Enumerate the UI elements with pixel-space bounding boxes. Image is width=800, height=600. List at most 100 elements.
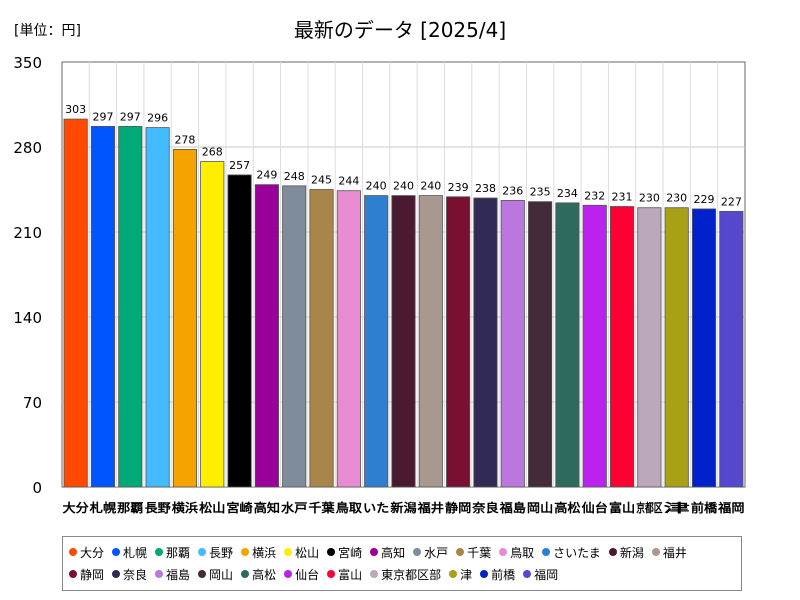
x-tick-label: 宮崎 bbox=[226, 500, 252, 515]
x-tick-label: 福井 bbox=[417, 500, 444, 515]
legend-marker bbox=[456, 548, 465, 556]
legend-label: 宮崎 bbox=[338, 545, 363, 560]
bar bbox=[200, 161, 225, 488]
legend-marker bbox=[499, 548, 508, 556]
legend-marker bbox=[69, 548, 77, 556]
legend-label: 松山 bbox=[295, 545, 320, 560]
legend-marker bbox=[198, 570, 207, 578]
legend-item: 東京都区部 bbox=[370, 563, 441, 585]
bar bbox=[691, 208, 717, 488]
data-label: 249 bbox=[256, 169, 277, 182]
data-label: 244 bbox=[338, 175, 359, 188]
legend-label: 福岡 bbox=[534, 567, 559, 582]
data-label: 229 bbox=[694, 193, 715, 206]
legend-item: 横浜 bbox=[241, 541, 276, 563]
data-label: 236 bbox=[502, 184, 523, 197]
legend-marker bbox=[155, 570, 164, 578]
legend-label: 福井 bbox=[662, 545, 687, 560]
legend-marker bbox=[327, 548, 336, 556]
legend-label: 高松 bbox=[252, 567, 277, 582]
legend-label: 高知 bbox=[381, 545, 406, 560]
legend-item: 高知 bbox=[370, 541, 405, 563]
y-tick-label: 350 bbox=[13, 54, 42, 72]
legend-label: 水戸 bbox=[424, 545, 449, 560]
bar bbox=[309, 189, 334, 488]
data-label: 238 bbox=[475, 182, 496, 195]
legend-item: 新潟 bbox=[608, 541, 644, 563]
legend-item: 高松 bbox=[241, 563, 276, 585]
legend-marker bbox=[523, 570, 532, 578]
bar bbox=[637, 207, 662, 488]
legend-label: 鳥取 bbox=[510, 545, 535, 560]
legend-item: さいたま bbox=[542, 541, 601, 563]
data-label: 239 bbox=[448, 181, 469, 194]
x-tick-label: 津 bbox=[664, 500, 690, 515]
legend-label: 札幌 bbox=[123, 545, 148, 560]
legend-marker bbox=[241, 570, 250, 578]
legend-label: 東京都区部 bbox=[381, 567, 442, 582]
legend-label: 富山 bbox=[338, 567, 363, 582]
data-label: 240 bbox=[366, 180, 387, 193]
bar bbox=[63, 118, 88, 488]
y-tick-label: 70 bbox=[23, 394, 42, 412]
legend-label: 長野 bbox=[209, 545, 234, 560]
legend-label: 岡山 bbox=[209, 567, 234, 582]
x-tick-label: 長野 bbox=[144, 500, 170, 515]
legend-marker bbox=[542, 548, 551, 556]
bar bbox=[446, 196, 471, 488]
legend-item: 静岡 bbox=[69, 563, 104, 585]
data-label: 257 bbox=[229, 159, 250, 172]
legend-label: 奈良 bbox=[123, 567, 148, 582]
legend-label: 津 bbox=[460, 567, 473, 582]
data-label: 235 bbox=[530, 186, 551, 199]
bar bbox=[282, 185, 307, 488]
legend-marker bbox=[155, 548, 164, 556]
bar bbox=[145, 127, 170, 488]
legend-item: 大分 bbox=[69, 541, 104, 563]
legend-marker bbox=[370, 570, 379, 578]
legend-item: 前橋 bbox=[480, 563, 515, 585]
legend-marker bbox=[327, 570, 336, 578]
x-tick-label: 横浜 bbox=[172, 500, 198, 515]
data-label: 232 bbox=[584, 189, 605, 202]
legend-marker bbox=[370, 548, 379, 556]
data-label: 240 bbox=[393, 180, 414, 193]
data-label: 240 bbox=[420, 180, 441, 193]
legend-marker bbox=[112, 548, 121, 556]
legend-item: 宮崎 bbox=[327, 541, 362, 563]
bar bbox=[172, 149, 197, 488]
legend-item: 水戸 bbox=[413, 541, 448, 563]
legend-item: 福島 bbox=[155, 563, 190, 585]
y-tick-label: 140 bbox=[13, 309, 42, 327]
x-tick-label: 鳥取 bbox=[336, 500, 362, 515]
x-tick-label: 静岡 bbox=[445, 500, 471, 515]
legend-label: 静岡 bbox=[80, 567, 105, 582]
legend-marker bbox=[112, 570, 121, 578]
bar bbox=[473, 197, 498, 488]
legend-item: 松山 bbox=[284, 541, 319, 563]
unit-label: [単位：円] bbox=[14, 23, 81, 39]
legend-item: 富山 bbox=[327, 563, 362, 585]
x-tick-label: 福島 bbox=[499, 500, 526, 515]
legend-marker bbox=[413, 548, 422, 556]
legend-label: 仙台 bbox=[295, 567, 320, 582]
x-tick-label: いた bbox=[363, 501, 389, 515]
x-tick-label: 高知 bbox=[254, 500, 280, 515]
x-tick-label: 京都区 bbox=[636, 500, 662, 515]
legend-marker bbox=[284, 548, 293, 556]
legend-item: 長野 bbox=[198, 541, 233, 563]
data-label: 234 bbox=[557, 187, 578, 200]
bar-chart: 0 70 140 210 280 350 303 大分 297 札幌 297 那覇 296 長野 278 横浜… bbox=[13, 54, 746, 515]
y-tick-label: 0 bbox=[32, 479, 42, 497]
data-label: 231 bbox=[612, 191, 633, 204]
x-tick-label: 那覇 bbox=[117, 501, 143, 515]
legend-label: 福島 bbox=[166, 567, 191, 582]
legend-marker bbox=[651, 548, 660, 556]
legend-marker bbox=[69, 570, 77, 578]
x-tick-label: 札幌 bbox=[89, 500, 116, 515]
legend-marker bbox=[241, 548, 250, 556]
x-tick-label: 福岡 bbox=[717, 500, 744, 515]
legend-label: 大分 bbox=[80, 545, 105, 560]
legend-label: さいたま bbox=[553, 545, 601, 560]
bar bbox=[582, 204, 607, 488]
